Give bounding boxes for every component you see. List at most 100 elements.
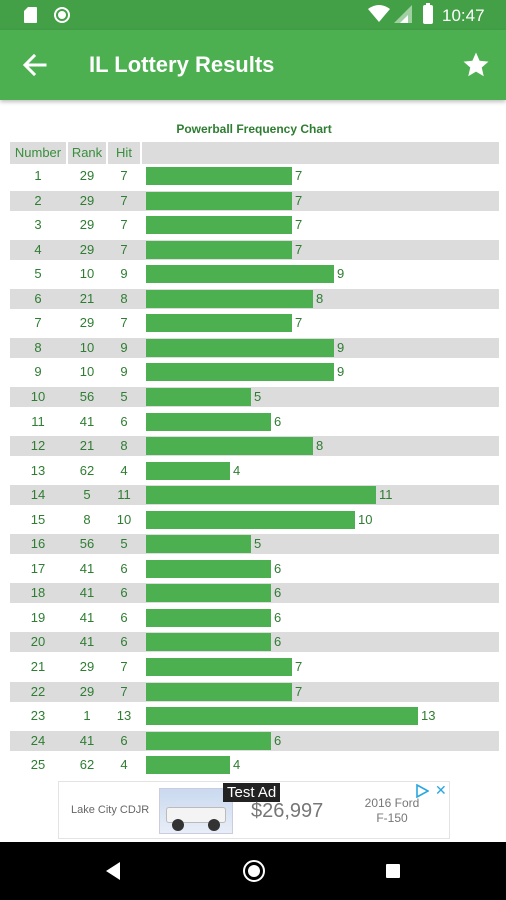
cell-rank: 10 — [79, 340, 95, 355]
cell-number: 19 — [30, 610, 46, 625]
frequency-bar — [146, 560, 271, 578]
status-bar: 10:47 — [0, 0, 506, 30]
frequency-bar — [146, 216, 292, 234]
cell-rank: 29 — [79, 659, 95, 674]
cell-number: 8 — [34, 340, 42, 355]
bar-value-label: 7 — [295, 315, 303, 330]
cell-number: 9 — [34, 364, 42, 379]
cell-number: 14 — [30, 487, 46, 502]
frequency-bar — [146, 363, 334, 381]
chart-title: Powerball Frequency Chart — [176, 122, 332, 136]
cell-number: 11 — [31, 414, 45, 429]
cell-hit: 8 — [120, 291, 128, 306]
cell-hit: 9 — [120, 340, 128, 355]
cell-hit: 6 — [120, 733, 128, 748]
arrow-left-icon[interactable] — [18, 50, 50, 80]
bar-value-label: 9 — [337, 266, 345, 281]
cell-number: 13 — [30, 463, 46, 478]
cell-rank: 29 — [79, 217, 95, 232]
cell-hit: 10 — [116, 512, 132, 527]
cell-rank: 10 — [79, 266, 95, 281]
star-icon[interactable] — [461, 50, 491, 80]
cell-rank: 10 — [79, 364, 95, 379]
wifi-icon — [368, 5, 390, 22]
cell-number: 24 — [30, 733, 46, 748]
cell-hit: 9 — [120, 266, 128, 281]
header-bar-area — [142, 142, 499, 164]
truck-image — [159, 788, 233, 834]
bar-value-label: 8 — [316, 291, 324, 306]
nav-recents-icon[interactable] — [386, 864, 400, 878]
bar-value-label: 7 — [295, 242, 303, 257]
cell-number: 4 — [34, 242, 42, 257]
cell-hit: 6 — [120, 610, 128, 625]
cell-hit: 4 — [120, 757, 128, 772]
ad-model-line1: 2016 Ford — [364, 796, 420, 810]
frequency-bar — [146, 584, 271, 602]
frequency-bar — [146, 314, 292, 332]
status-time: 10:47 — [442, 6, 485, 25]
cell-rank: 29 — [79, 315, 95, 330]
cell-rank: 29 — [79, 168, 95, 183]
frequency-bar — [146, 756, 230, 774]
page-title: IL Lottery Results — [89, 52, 275, 77]
ad-close-icon[interactable]: ✕ — [435, 782, 447, 798]
cell-rank: 41 — [79, 585, 95, 600]
cell-number: 15 — [30, 512, 46, 527]
bar-value-label: 13 — [421, 708, 436, 723]
cell-rank: 41 — [79, 561, 95, 576]
bar-value-label: 6 — [274, 634, 282, 649]
cell-rank: 5 — [83, 487, 91, 502]
cell-hit: 6 — [120, 634, 128, 649]
cell-hit: 13 — [116, 708, 132, 723]
cell-rank: 41 — [79, 634, 95, 649]
frequency-bar — [146, 388, 251, 406]
ad-model-line2: F-150 — [376, 811, 408, 825]
bar-value-label: 7 — [295, 217, 303, 232]
frequency-bar — [146, 437, 313, 455]
cell-rank: 1 — [83, 708, 91, 723]
cell-hit: 7 — [120, 659, 128, 674]
cell-number: 20 — [30, 634, 46, 649]
bar-value-label: 7 — [295, 168, 303, 183]
bar-value-label: 5 — [254, 389, 262, 404]
cell-rank: 56 — [79, 389, 95, 404]
cell-signal-icon — [394, 5, 412, 23]
bar-value-label: 4 — [233, 463, 241, 478]
bar-value-label: 6 — [274, 414, 282, 429]
cell-rank: 21 — [79, 438, 95, 453]
cell-hit: 11 — [117, 487, 131, 502]
cell-number: 5 — [34, 266, 42, 281]
bar-value-label: 6 — [274, 561, 282, 576]
system-nav-bar — [0, 842, 506, 900]
cell-hit: 7 — [120, 193, 128, 208]
ad-banner[interactable]: Lake City CDJR Test Ad $26,997 2016 Ford… — [58, 781, 450, 839]
cell-rank: 56 — [79, 536, 95, 551]
cell-rank: 29 — [79, 193, 95, 208]
bar-value-label: 6 — [274, 610, 282, 625]
frequency-bar — [146, 265, 334, 283]
frequency-bar — [146, 707, 418, 725]
frequency-chart: Powerball Frequency Chart Number Rank Hi… — [0, 100, 506, 780]
header-number: Number — [10, 142, 66, 164]
nav-back-icon[interactable] — [106, 862, 120, 880]
cell-hit: 7 — [120, 684, 128, 699]
frequency-bar — [146, 609, 271, 627]
cell-number: 3 — [34, 217, 42, 232]
bar-value-label: 4 — [233, 757, 241, 772]
adchoices-triangle-icon[interactable] — [415, 784, 429, 798]
header-rank: Rank — [68, 142, 106, 164]
cell-rank: 41 — [79, 414, 95, 429]
cell-rank: 41 — [79, 733, 95, 748]
test-ad-label: Test Ad — [223, 783, 281, 802]
ad-price: $26,997 — [251, 800, 324, 822]
frequency-bar — [146, 535, 251, 553]
bar-value-label: 6 — [274, 585, 282, 600]
bar-value-label: 7 — [295, 684, 303, 699]
frequency-bar — [146, 339, 334, 357]
ad-model: 2016 Ford F-150 — [347, 796, 437, 826]
nav-home-icon[interactable] — [243, 860, 265, 882]
cell-number: 1 — [34, 168, 42, 183]
cell-number: 6 — [34, 291, 42, 306]
frequency-bar — [146, 290, 313, 308]
